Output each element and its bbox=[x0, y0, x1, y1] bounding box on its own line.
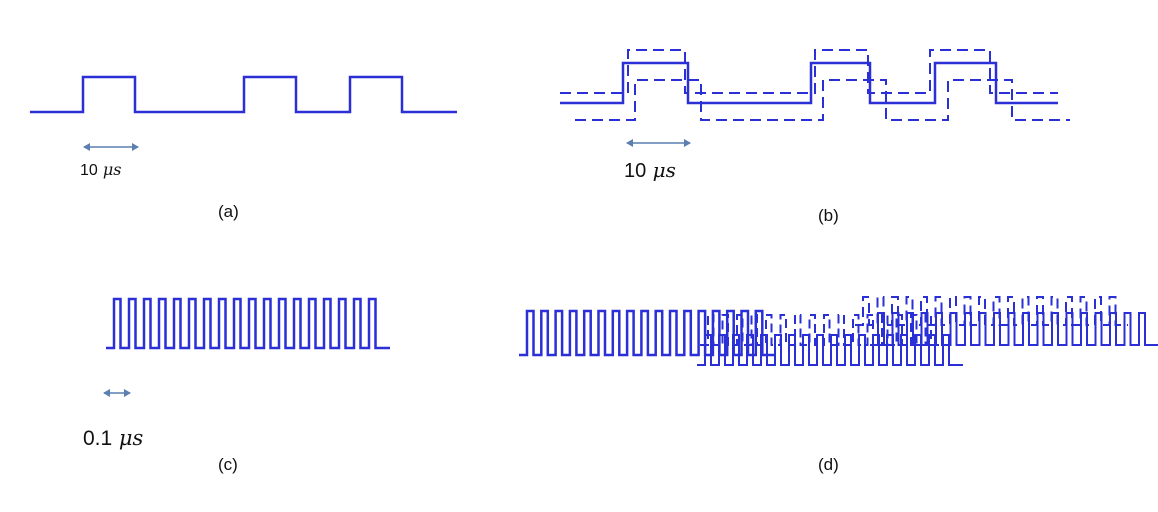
panel-b-diagram bbox=[560, 49, 1070, 147]
panel-c-scale-unit: μs bbox=[118, 426, 144, 450]
panel-b-scale-value: 10 bbox=[624, 160, 647, 182]
panel-c-waveform bbox=[106, 297, 390, 350]
panel-c-scale-label: 0.1 μs bbox=[83, 426, 143, 451]
panel-a-diagram bbox=[30, 75, 457, 151]
panel-a-waveform bbox=[30, 75, 457, 114]
panel-d-label: (d) bbox=[818, 455, 839, 474]
panel-d-waveform-primary bbox=[519, 309, 775, 357]
panel-a-scale-label: 10 μs bbox=[80, 160, 122, 180]
panel-c-scale-value: 0.1 bbox=[83, 427, 113, 450]
panel-b-scale-unit: μs bbox=[652, 158, 676, 182]
panel-b-waveform-early bbox=[560, 49, 1058, 94]
panel-b-waveform-main bbox=[560, 61, 1058, 105]
panel-d-waveform-lower bbox=[697, 334, 963, 366]
panel-a-scale-unit: μs bbox=[102, 160, 122, 179]
panel-b-label: (b) bbox=[818, 206, 839, 225]
panel-d-waveform-right-solid bbox=[870, 312, 1158, 346]
panel-a-label: (a) bbox=[218, 202, 239, 221]
panel-b-waveform-late bbox=[575, 79, 1070, 121]
panel-b-scale-label: 10 μs bbox=[624, 158, 676, 183]
panel-c-diagram bbox=[103, 297, 390, 397]
panel-c-label: (c) bbox=[218, 455, 238, 474]
panel-d-diagram bbox=[519, 296, 1158, 366]
panel-a-scale-value: 10 bbox=[80, 162, 98, 179]
